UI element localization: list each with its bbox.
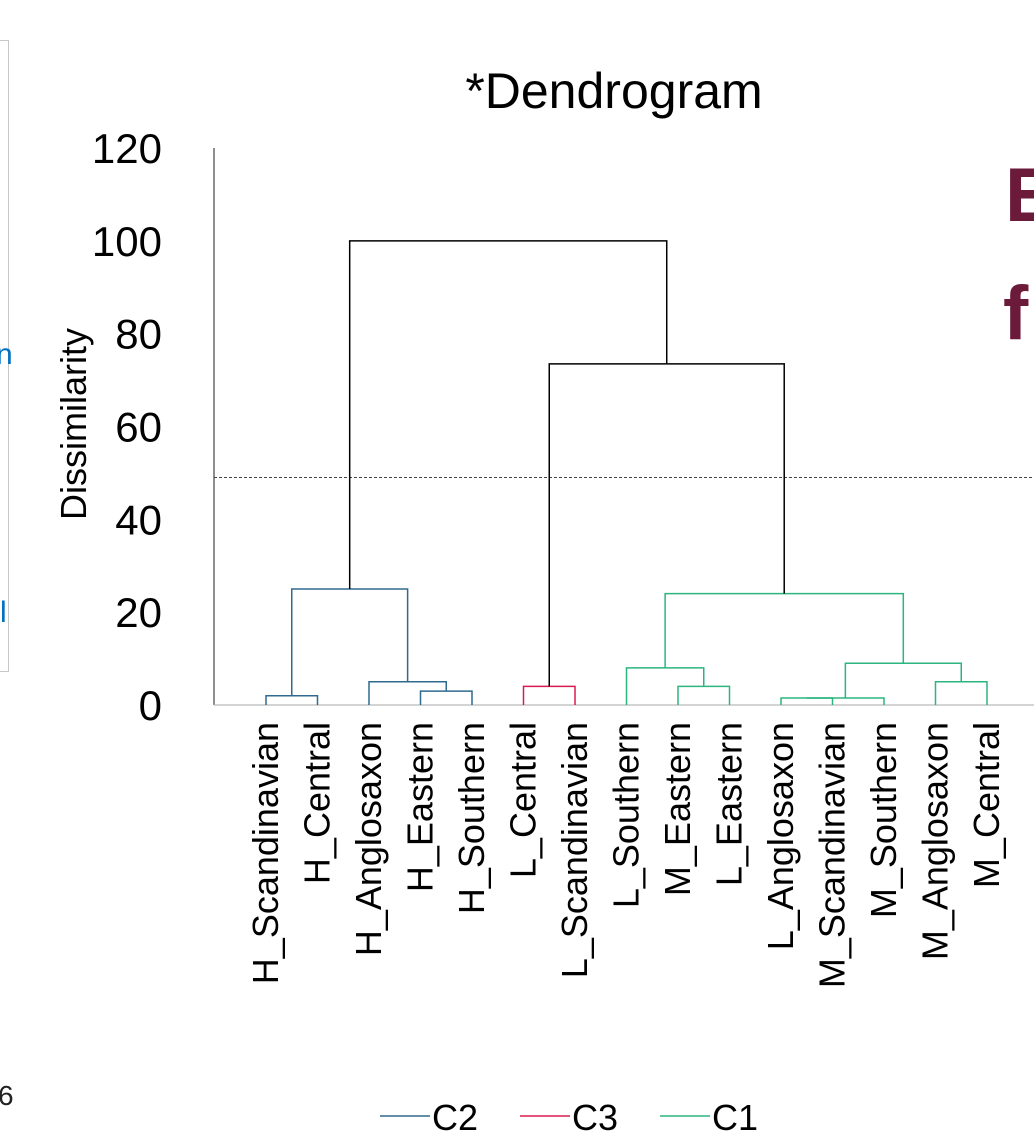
leaf-labels: H_Scandinavian H_Central H_Anglosaxon H_Eas…	[245, 722, 1007, 988]
right-fragment-letter-1: E	[1005, 153, 1034, 238]
link-h-scandinavian-h-central--h-anglosaxon-h-eastern-h-southern	[291, 588, 409, 696]
leaf-label-l-eastern: L_Eastern	[709, 722, 750, 886]
y-tick-label-40: 40	[115, 496, 162, 543]
legend-label-c3: C3	[572, 1097, 618, 1138]
leaf-label-m-scandinavian: M_Scandinavian	[812, 722, 853, 988]
link-l-anglosaxon--m-scandinavian	[780, 697, 834, 705]
link-l-anglosaxon-m-scandinavian-m-southern--m-anglosaxon-m-central	[844, 662, 962, 699]
y-tick-label-120: 120	[92, 125, 162, 172]
dendrogram-links	[265, 240, 988, 705]
leaf-label-h-central: H_Central	[297, 722, 338, 884]
link-c2--c3-c1	[348, 240, 668, 589]
chart-title: *Dendrogram	[465, 63, 762, 119]
y-tick-label-100: 100	[92, 218, 162, 265]
link-c3--c1	[548, 363, 785, 687]
leaf-label-l-scandinavian: L_Scandinavian	[554, 722, 595, 978]
left-fragment-text-2: l	[0, 596, 7, 629]
link-h-anglosaxon--h-eastern-h-southern	[368, 681, 447, 705]
leaf-label-h-scandinavian: H_Scandinavian	[245, 722, 286, 984]
left-panel-frame	[0, 40, 9, 672]
link-l-southern--m-eastern-l-eastern	[625, 667, 705, 705]
legend-label-c2: C2	[432, 1097, 478, 1138]
leaf-label-m-eastern: M_Eastern	[657, 722, 698, 896]
leaf-label-h-southern: H_Southern	[451, 722, 492, 914]
y-axis-ticks: 0 20 40 60 80 100 120	[92, 125, 162, 729]
y-axis-label: Dissimilarity	[53, 328, 94, 520]
y-tick-label-60: 60	[115, 404, 162, 451]
link-h-scandinavian--h-central	[265, 694, 319, 705]
legend: C2 C3 C1	[380, 1097, 758, 1138]
leaf-label-l-anglosaxon: L_Anglosaxon	[760, 722, 801, 950]
leaf-label-m-anglosaxon: M_Anglosaxon	[915, 722, 956, 960]
y-tick-label-0: 0	[139, 682, 162, 729]
leaf-label-l-central: L_Central	[503, 722, 544, 878]
y-tick-label-20: 20	[115, 589, 162, 636]
leaf-label-h-eastern: H_Eastern	[400, 722, 441, 892]
link-l-central--l-scandinavian	[522, 685, 576, 705]
leaf-label-m-central: M_Central	[966, 722, 1007, 888]
left-fragment-text-1: n	[0, 338, 13, 371]
link-m-anglosaxon--m-central	[934, 681, 988, 705]
right-fragment-letter-2: f	[1003, 271, 1029, 356]
y-tick-label-80: 80	[115, 311, 162, 358]
leaf-label-h-anglosaxon: H_Anglosaxon	[348, 722, 389, 956]
link-m-eastern--l-eastern	[677, 685, 731, 705]
left-fragment-number: 6	[0, 1080, 14, 1111]
link-l-southern-m-eastern-l-eastern--l-anglosaxon-m-scandinavian-m-southern-m-anglosaxon-m-central	[664, 592, 905, 668]
link-l-anglosaxon-m-scandinavian--m-southern	[806, 697, 885, 705]
legend-label-c1: C1	[712, 1097, 758, 1138]
leaf-label-l-southern: L_Southern	[606, 722, 647, 908]
link-h-eastern--h-southern	[419, 690, 473, 705]
leaf-label-m-southern: M_Southern	[863, 722, 904, 918]
